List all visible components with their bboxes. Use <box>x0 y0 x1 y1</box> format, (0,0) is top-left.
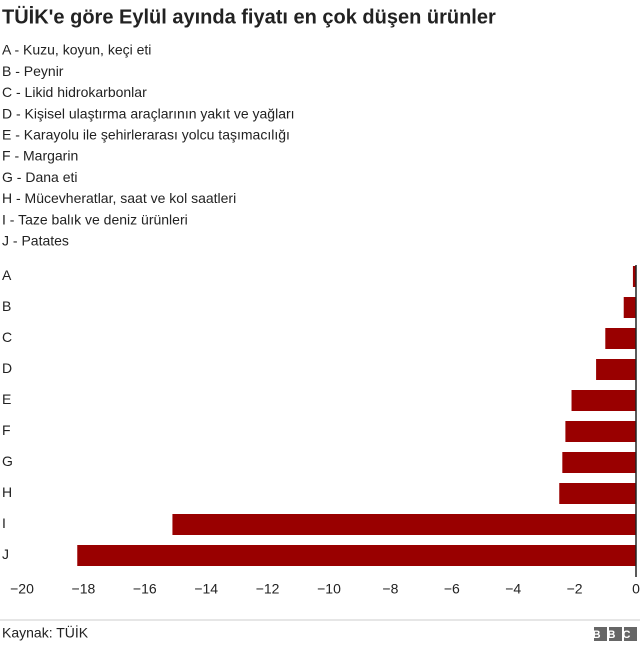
x-tick-label: −4 <box>505 581 521 597</box>
y-tick-label: C <box>2 329 12 345</box>
chart-title: TÜİK'e göre Eylül ayında fiyatı en çok d… <box>2 5 496 28</box>
key-item: G - Dana eti <box>2 169 77 185</box>
x-tick-label: −14 <box>194 581 218 597</box>
x-tick-label: −10 <box>317 581 341 597</box>
x-tick-label: −2 <box>567 581 583 597</box>
x-tick-label: −12 <box>256 581 280 597</box>
y-tick-label: B <box>2 298 11 314</box>
key-item: D - Kişisel ulaştırma araçlarının yakıt … <box>2 105 295 121</box>
key-item: C - Likid hidrokarbonlar <box>2 84 147 100</box>
key-item: H - Mücevheratlar, saat ve kol saatleri <box>2 190 236 206</box>
x-tick-label: −16 <box>133 581 157 597</box>
key-item: J - Patates <box>2 233 69 249</box>
bar <box>77 545 636 566</box>
y-tick-label: E <box>2 391 11 407</box>
logo-box <box>594 627 607 641</box>
source: Kaynak: TÜİK <box>2 624 89 641</box>
x-tick-label: 0 <box>632 581 640 597</box>
x-tick-label: −18 <box>72 581 96 597</box>
y-tick-label: J <box>2 546 9 562</box>
key-item: E - Karayolu ile şehirlerarası yolcu taş… <box>2 127 290 143</box>
y-tick-label: H <box>2 484 12 500</box>
bar <box>571 390 636 411</box>
x-tick-label: −8 <box>382 581 398 597</box>
key-item: A - Kuzu, koyun, keçi eti <box>2 42 151 58</box>
y-tick-label: G <box>2 453 13 469</box>
x-tick-label: −6 <box>444 581 460 597</box>
bar <box>559 483 636 504</box>
y-tick-label: I <box>2 515 6 531</box>
bar <box>632 266 636 287</box>
bar <box>565 421 636 442</box>
key-item: F - Margarin <box>2 148 78 164</box>
bar <box>596 359 636 380</box>
bar <box>605 328 636 349</box>
y-tick-label: A <box>2 267 12 283</box>
bar <box>172 514 636 535</box>
key-item: I - Taze balık ve deniz ürünleri <box>2 211 188 227</box>
bar <box>562 452 636 473</box>
logo: BBC <box>593 629 638 641</box>
key-item: B - Peynir <box>2 63 64 79</box>
logo-box <box>624 627 637 641</box>
bar <box>623 297 636 318</box>
y-tick-label: F <box>2 422 11 438</box>
logo-box <box>609 627 622 641</box>
x-tick-label: −20 <box>10 581 34 597</box>
y-tick-label: D <box>2 360 12 376</box>
